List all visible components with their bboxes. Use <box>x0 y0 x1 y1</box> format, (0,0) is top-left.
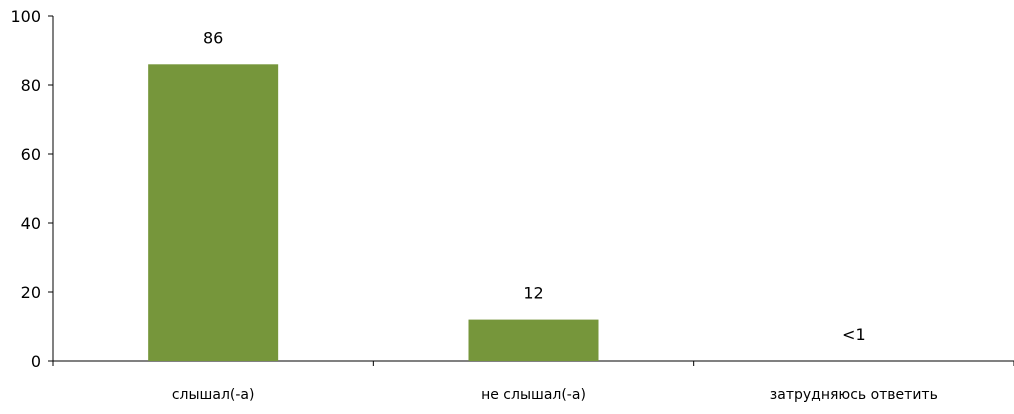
bar <box>148 64 279 362</box>
y-tick-label: 40 <box>21 214 41 233</box>
bar <box>468 319 599 361</box>
y-tick-label: 20 <box>21 283 41 302</box>
bar-value-label: <1 <box>842 325 866 344</box>
x-category-label: слышал(-а) <box>172 387 255 403</box>
bar-value-label: 86 <box>203 28 223 47</box>
y-tick-label: 80 <box>21 76 41 95</box>
y-axis: 0 20 40 60 80 100 <box>10 7 54 371</box>
data-labels: 86 12 <1 <box>203 28 866 344</box>
x-category-label: затрудняюсь ответить <box>770 387 938 403</box>
y-tick-label: 0 <box>31 352 41 371</box>
y-tick-label: 60 <box>21 145 41 164</box>
x-category-label: не слышал(-а) <box>481 387 586 403</box>
x-axis: слышал(-а) не слышал(-а) затрудняюсь ответ… <box>52 360 1014 403</box>
y-tick-label: 100 <box>10 7 41 26</box>
bars <box>148 64 599 362</box>
bar-value-label: 12 <box>523 284 543 303</box>
